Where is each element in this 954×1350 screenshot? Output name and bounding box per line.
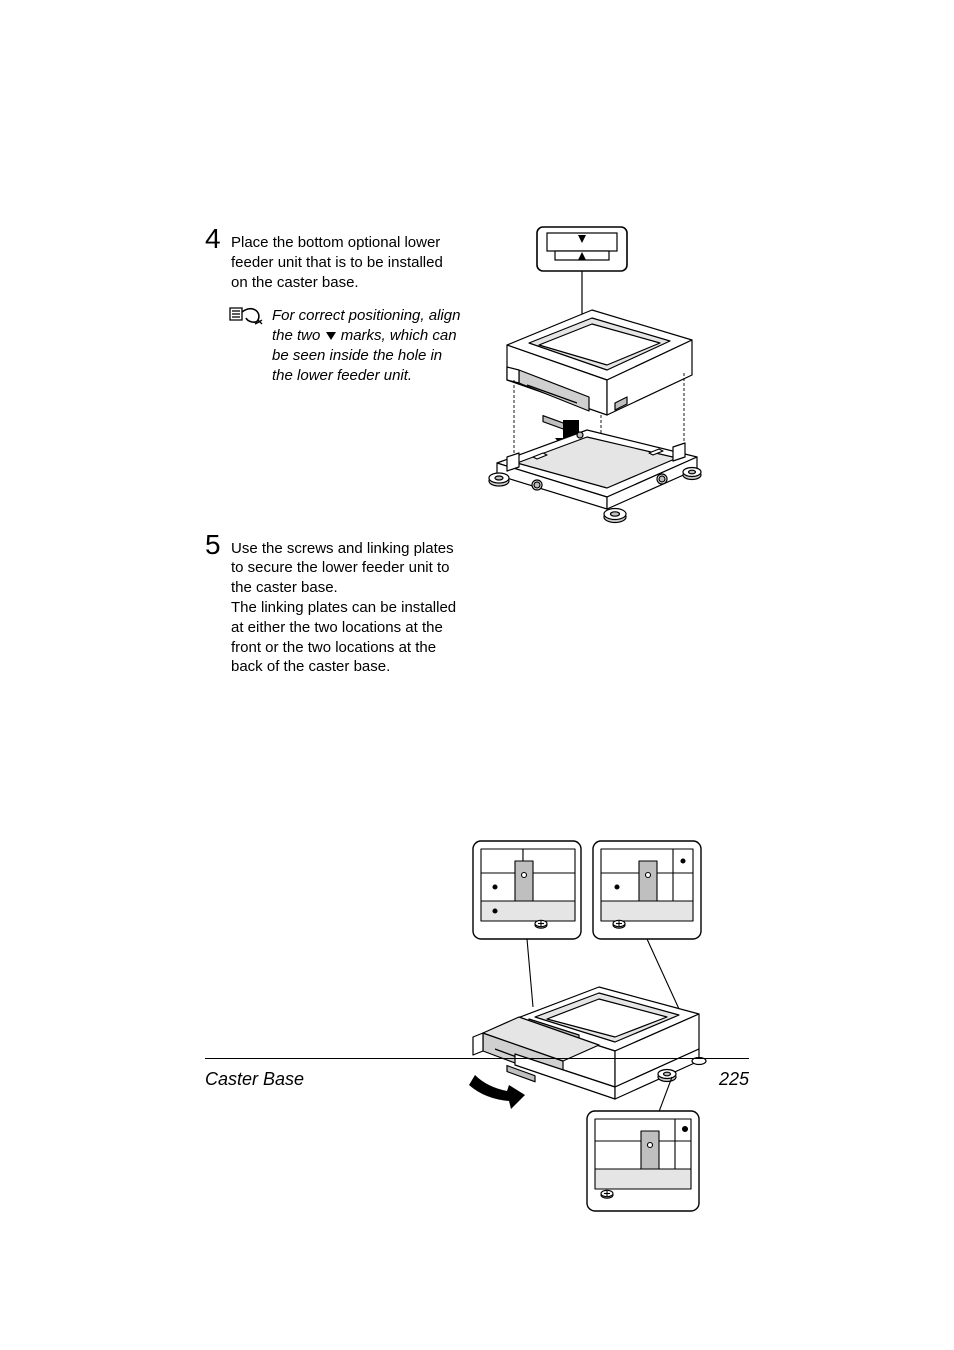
step-text: Use the screws and linking plates to sec…: [231, 539, 461, 678]
step-number: 4: [205, 225, 231, 253]
note: For correct positioning, align the two m…: [228, 306, 461, 385]
step-number: 5: [205, 531, 231, 559]
figure-step-4: [467, 225, 707, 525]
step-text: Place the bottom optional lower feeder u…: [231, 233, 461, 292]
page-footer: Caster Base 225: [205, 1058, 749, 1090]
step-4: 4 Place the bottom optional lower feeder…: [205, 225, 749, 386]
triangle-down-icon: [325, 331, 337, 341]
note-text: For correct positioning, align the two m…: [266, 306, 461, 385]
figure-step-5: [467, 839, 707, 1219]
note-icon: [228, 306, 266, 326]
step-5: 5 Use the screws and linking plates to s…: [205, 531, 749, 678]
footer-title: Caster Base: [205, 1069, 304, 1090]
footer-rule: [205, 1058, 749, 1059]
footer-page-number: 225: [719, 1069, 749, 1090]
